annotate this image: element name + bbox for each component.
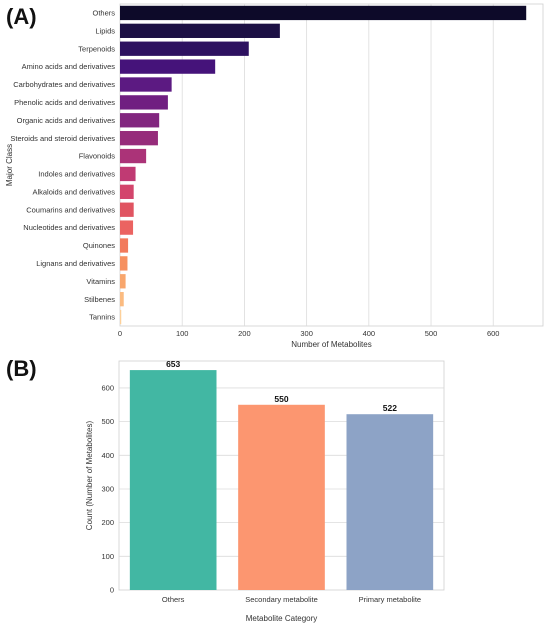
y-tick-a-1: Lipids <box>95 26 115 35</box>
x-tick-a-4: 400 <box>363 329 376 338</box>
bar-a-17 <box>120 309 122 325</box>
y-tick-a-11: Coumarins and derivatives <box>26 205 115 214</box>
x-axis-title-b: Metabolite Category <box>246 614 318 623</box>
value-label-b-1: 550 <box>274 394 288 404</box>
y-tick-a-13: Quinones <box>83 241 115 250</box>
y-tick-b-4: 400 <box>101 451 114 460</box>
bar-a-4 <box>120 77 172 92</box>
x-tick-a-0: 0 <box>118 329 122 338</box>
y-tick-a-17: Tannins <box>89 313 115 322</box>
bar-a-1 <box>120 23 280 38</box>
y-tick-a-12: Nucleotides and derivatives <box>23 223 115 232</box>
x-tick-a-3: 300 <box>300 329 313 338</box>
value-label-b-0: 653 <box>166 359 180 369</box>
y-axis-title-b: Count (Number of Metabolites) <box>85 420 94 530</box>
x-axis-title-a: Number of Metabolites <box>291 340 371 349</box>
y-tick-a-8: Flavonoids <box>79 152 116 161</box>
bar-a-15 <box>120 274 126 289</box>
y-tick-a-2: Terpenoids <box>78 44 115 53</box>
y-tick-a-16: Stilbenes <box>84 295 115 304</box>
y-tick-a-10: Alkaloids and derivatives <box>32 187 115 196</box>
bar-a-6 <box>120 113 160 128</box>
x-tick-b-0: Others <box>162 595 185 604</box>
bar-a-2 <box>120 41 249 56</box>
bar-a-8 <box>120 148 147 164</box>
bar-a-16 <box>120 292 124 307</box>
y-tick-b-0: 0 <box>110 586 114 595</box>
x-tick-a-1: 100 <box>176 329 189 338</box>
bar-a-7 <box>120 131 158 146</box>
y-tick-b-2: 200 <box>101 518 114 527</box>
y-tick-a-4: Carbohydrates and derivatives <box>13 80 115 89</box>
bar-a-0 <box>120 5 527 21</box>
x-tick-a-6: 600 <box>487 329 500 338</box>
bar-a-12 <box>120 220 134 235</box>
y-tick-b-1: 100 <box>101 552 114 561</box>
bar-a-11 <box>120 202 134 217</box>
value-label-b-2: 522 <box>383 403 397 413</box>
y-tick-b-3: 300 <box>101 485 114 494</box>
panel-a-label: (A) <box>6 4 37 29</box>
x-tick-b-1: Secondary metabolite <box>245 595 318 604</box>
bar-a-13 <box>120 238 129 253</box>
bar-a-5 <box>120 95 168 110</box>
y-tick-b-5: 500 <box>101 417 114 426</box>
y-tick-a-7: Steroids and steroid derivatives <box>10 134 115 143</box>
bar-b-2 <box>346 414 434 590</box>
y-tick-b-6: 600 <box>101 384 114 393</box>
bar-b-1 <box>238 404 325 590</box>
chart-b: 0 100 200 300 400 500 600 653 Others 550 Secondary… <box>85 359 445 623</box>
bar-a-3 <box>120 59 216 74</box>
bar-a-14 <box>120 256 128 271</box>
y-tick-a-14: Lignans and derivatives <box>36 259 115 268</box>
y-tick-a-3: Amino acids and derivatives <box>22 62 116 71</box>
chart-a: 0 100 200 300 400 500 600 Others Lipids Terpenoid… <box>5 3 544 349</box>
y-axis-title-a: Major Class <box>5 144 14 186</box>
x-tick-a-2: 200 <box>238 329 251 338</box>
y-tick-a-9: Indoles and derivatives <box>38 170 115 179</box>
bar-a-10 <box>120 184 134 199</box>
bar-a-9 <box>120 166 136 182</box>
plot-area-a <box>119 3 544 327</box>
bar-b-0 <box>129 370 217 590</box>
y-tick-a-6: Organic acids and derivatives <box>17 116 116 125</box>
panel-b-label: (B) <box>6 356 37 381</box>
y-tick-a-0: Others <box>92 9 115 18</box>
y-tick-a-5: Phenolic acids and derivatives <box>14 98 115 107</box>
x-tick-b-2: Primary metabolite <box>359 595 422 604</box>
x-tick-a-5: 500 <box>425 329 438 338</box>
y-tick-a-15: Vitamins <box>86 277 115 286</box>
